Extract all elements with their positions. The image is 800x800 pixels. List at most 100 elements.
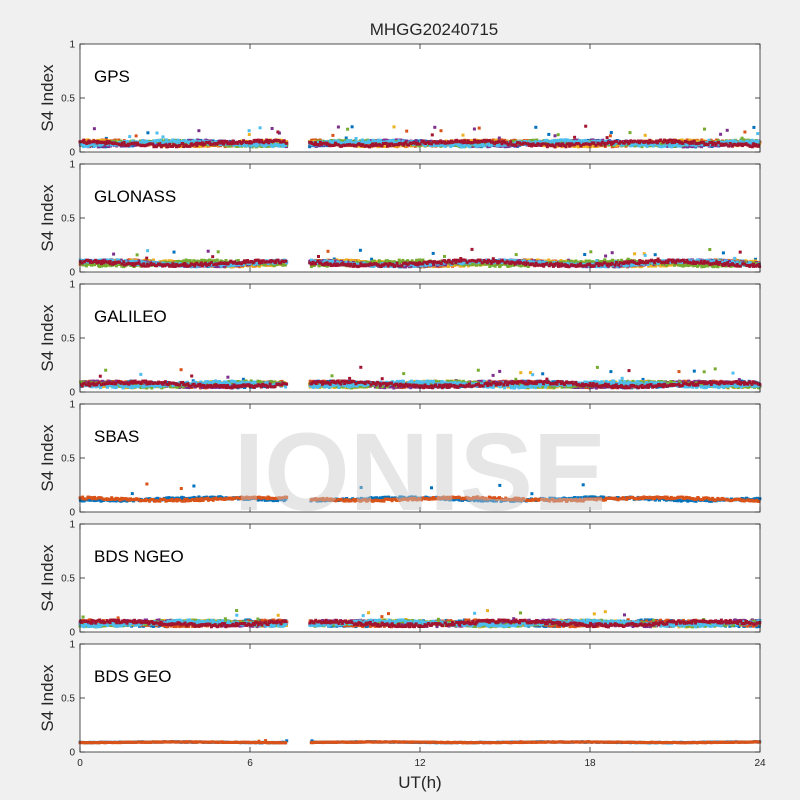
- data-point: [220, 139, 224, 143]
- data-point: [433, 125, 437, 129]
- data-point: [583, 253, 587, 256]
- data-point: [719, 132, 723, 136]
- data-point: [511, 139, 515, 143]
- data-point: [700, 138, 704, 142]
- data-point: [326, 249, 330, 253]
- data-point: [444, 139, 448, 143]
- data-point: [643, 133, 647, 137]
- data-point: [158, 142, 162, 146]
- data-point: [589, 145, 593, 149]
- data-point: [405, 129, 409, 133]
- data-point: [102, 139, 106, 143]
- data-point: [197, 129, 201, 133]
- data-point: [564, 141, 568, 145]
- data-point: [128, 135, 132, 139]
- data-point: [633, 139, 636, 143]
- data-point: [680, 138, 684, 142]
- data-point: [92, 127, 96, 131]
- data-point: [573, 135, 577, 139]
- data-point: [633, 252, 637, 256]
- data-point: [270, 127, 274, 130]
- data-point: [153, 142, 157, 146]
- data-point: [308, 145, 312, 149]
- data-point: [686, 145, 690, 148]
- data-point: [344, 136, 348, 140]
- data-point: [492, 138, 496, 142]
- data-point: [172, 250, 176, 254]
- y-tick-label: 0: [69, 148, 75, 159]
- data-point: [392, 125, 396, 129]
- data-point: [728, 142, 732, 145]
- data-point: [227, 144, 230, 148]
- data-point: [666, 144, 669, 148]
- data-point: [247, 144, 251, 148]
- data-point: [703, 127, 706, 131]
- plot-area: [80, 164, 760, 272]
- data-point: [122, 141, 126, 144]
- data-point: [284, 141, 288, 145]
- data-point: [468, 145, 472, 149]
- data-point: [161, 135, 165, 139]
- data-point: [336, 125, 340, 129]
- plot-area: [80, 44, 760, 152]
- data-point: [417, 144, 421, 148]
- data-point: [146, 131, 150, 135]
- data-point: [516, 144, 520, 148]
- data-point: [688, 144, 691, 148]
- data-point: [282, 139, 286, 143]
- data-point: [155, 131, 159, 135]
- data-point: [601, 138, 605, 142]
- data-point: [535, 138, 539, 142]
- data-point: [260, 145, 264, 148]
- data-point: [196, 138, 200, 142]
- data-point: [576, 145, 580, 149]
- data-point: [609, 131, 613, 134]
- data-point: [534, 125, 538, 129]
- data-point: [99, 138, 103, 142]
- data-point: [556, 144, 559, 148]
- data-point: [640, 145, 644, 149]
- data-point: [590, 144, 594, 148]
- data-point: [553, 145, 557, 149]
- data-point: [482, 144, 486, 148]
- data-point: [509, 140, 513, 144]
- data-point: [430, 133, 434, 137]
- data-point: [605, 136, 609, 140]
- data-point: [461, 133, 465, 137]
- data-point: [653, 253, 657, 257]
- data-point: [94, 144, 98, 148]
- data-point: [756, 132, 760, 136]
- data-point: [575, 138, 579, 142]
- data-point: [358, 248, 362, 252]
- data-point: [472, 127, 476, 131]
- data-point: [181, 142, 185, 145]
- data-point: [579, 144, 583, 148]
- data-point: [564, 145, 568, 149]
- data-point: [692, 144, 696, 148]
- data-point: [158, 140, 162, 144]
- data-point: [497, 136, 501, 140]
- data-point: [101, 145, 105, 149]
- data-point: [159, 138, 163, 142]
- data-point: [340, 139, 344, 143]
- data-point: [688, 138, 692, 142]
- data-point: [547, 132, 551, 136]
- data-point: [204, 144, 208, 148]
- data-point: [495, 138, 499, 142]
- data-point: [247, 129, 251, 133]
- data-point: [382, 138, 386, 142]
- data-point: [725, 128, 729, 132]
- data-point: [247, 133, 251, 136]
- data-point: [588, 139, 591, 143]
- data-point: [743, 130, 747, 134]
- data-point: [258, 126, 262, 130]
- data-point: [476, 142, 480, 146]
- data-point: [114, 139, 117, 143]
- y-tick-label: 0.5: [61, 94, 75, 105]
- data-point: [507, 144, 510, 148]
- data-point: [724, 142, 728, 146]
- data-point: [647, 141, 650, 145]
- data-point: [276, 130, 280, 134]
